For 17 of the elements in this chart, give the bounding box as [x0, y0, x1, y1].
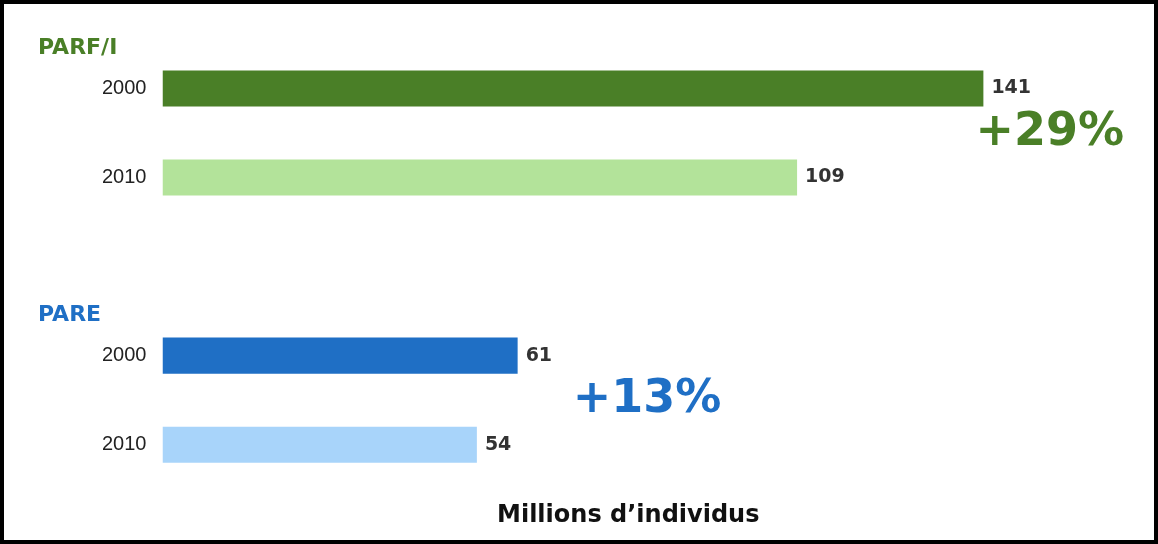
y-tick-label: 2010 [101, 432, 147, 455]
text: PARE [38, 301, 102, 327]
x-axis-title: Millions d’individus [497, 499, 760, 528]
data-label: 109 [805, 164, 845, 187]
annotation: +13% [572, 369, 722, 424]
data-label: 54 [484, 431, 512, 454]
data-label: 61 [525, 342, 553, 365]
bar [162, 337, 518, 374]
annotation: +29% [975, 101, 1125, 156]
y-tick-label: 2000 [101, 76, 147, 99]
data-label: 141 [991, 75, 1032, 98]
y-tick-label: 2010 [101, 165, 147, 188]
bar [162, 426, 477, 463]
y-tick-label: 2000 [101, 343, 147, 366]
text: PARF/I [38, 34, 118, 60]
bar [162, 70, 984, 107]
bar [162, 159, 798, 196]
